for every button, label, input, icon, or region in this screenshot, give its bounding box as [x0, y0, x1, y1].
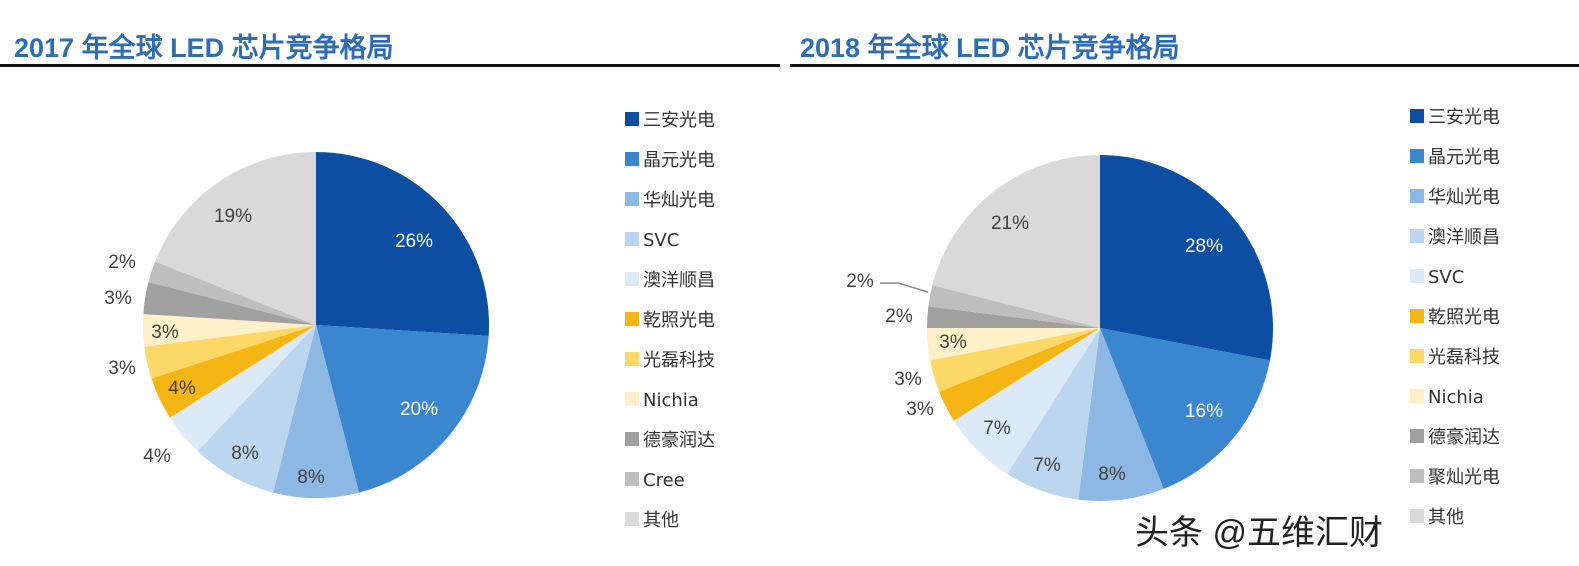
legend-label: 其他 [643, 510, 679, 531]
legend-label: 晶元光电 [1428, 147, 1500, 168]
legend-label: Cree [643, 470, 685, 491]
pie-slice-1-10 [932, 155, 1100, 328]
legend-label: SVC [1428, 267, 1464, 288]
data-label: 21% [991, 213, 1029, 234]
legend-label: 澳洋顺昌 [643, 270, 715, 291]
legend-label: Nichia [643, 390, 699, 411]
legend-label: 德豪润达 [1428, 427, 1500, 448]
legend-label: 晶元光电 [643, 150, 715, 171]
data-label: 4% [168, 378, 196, 399]
data-label: 4% [143, 446, 171, 467]
pie-slice-0-1 [316, 325, 489, 493]
data-label: 16% [1185, 401, 1223, 422]
pie-slice-1-9 [928, 284, 1100, 328]
legend-label: 其他 [1428, 507, 1464, 528]
data-label: 3% [104, 288, 132, 309]
legend-label: 乾照光电 [1428, 307, 1500, 328]
data-label: 2% [108, 252, 136, 273]
chart-title-2018: 2018 年全球 LED 芯片竞争格局 [800, 33, 1180, 63]
legend-swatch [1410, 269, 1424, 283]
legend-swatch [625, 152, 639, 166]
legend-label: 光磊科技 [643, 350, 715, 371]
data-label: 3% [894, 369, 922, 390]
pie-slice-1-8 [927, 306, 1100, 328]
pie-slice-1-5 [939, 328, 1100, 421]
legend-swatch [1410, 309, 1424, 323]
chart-title-2017: 2017 年全球 LED 芯片竞争格局 [14, 33, 394, 63]
legend-label: 澳洋顺昌 [1428, 227, 1500, 248]
pie-slice-1-6 [930, 328, 1100, 392]
data-label: 28% [1185, 236, 1223, 257]
legend-swatch [1410, 509, 1424, 523]
watermark: 头条 @五维汇财 [1135, 514, 1383, 552]
legend-swatch [625, 232, 639, 246]
legend-label: Nichia [1428, 387, 1484, 408]
data-label: 8% [297, 467, 325, 488]
legend-swatch [1410, 469, 1424, 483]
data-label: 3% [151, 322, 179, 343]
pie-slice-0-3 [197, 325, 316, 493]
legend-swatch [1410, 349, 1424, 363]
pie-slice-0-4 [169, 325, 316, 452]
legend-label: 乾照光电 [643, 310, 715, 331]
legend-swatch [625, 112, 639, 126]
title-rule-2018 [790, 64, 1579, 67]
data-label: 7% [983, 418, 1011, 439]
pie-slice-0-6 [144, 325, 316, 379]
legend-label: SVC [643, 230, 679, 251]
legend-swatch [1410, 229, 1424, 243]
legend-label: 三安光电 [1428, 107, 1500, 128]
legend-swatch [1410, 389, 1424, 403]
pie-slice-1-1 [1100, 328, 1270, 489]
pie-slice-1-2 [1078, 328, 1164, 501]
data-label: 2% [846, 271, 874, 292]
data-label: 8% [231, 443, 259, 464]
data-label: 19% [214, 206, 252, 227]
data-label: 26% [395, 231, 433, 252]
leader-line [880, 282, 929, 293]
legend-swatch [625, 192, 639, 206]
legend-label: 聚灿光电 [1428, 467, 1500, 488]
legend-swatch [625, 312, 639, 326]
data-label: 7% [1033, 455, 1061, 476]
legend-swatch [625, 352, 639, 366]
pie-slice-1-3 [1007, 328, 1100, 500]
pie-slice-1-4 [953, 328, 1100, 475]
pie-slice-0-7 [143, 314, 316, 347]
pie-slice-0-8 [143, 281, 316, 325]
pie-slice-0-5 [151, 325, 316, 418]
legend-swatch [625, 432, 639, 446]
data-label: 2% [885, 306, 913, 327]
pie-slice-0-9 [148, 261, 316, 325]
pie-slice-0-0 [316, 152, 490, 336]
data-label: 3% [906, 399, 934, 420]
data-label: 8% [1098, 464, 1126, 485]
pie-slice-1-7 [927, 328, 1100, 361]
pie-slice-0-10 [155, 152, 316, 325]
legend-label: 三安光电 [643, 110, 715, 131]
legend-swatch [625, 472, 639, 486]
data-label: 3% [939, 332, 967, 353]
legend-swatch [1410, 429, 1424, 443]
legend-swatch [1410, 189, 1424, 203]
legend-label: 德豪润达 [643, 430, 715, 451]
legend-swatch [1410, 109, 1424, 123]
legend-swatch [625, 512, 639, 526]
legend-label: 华灿光电 [643, 190, 715, 211]
legend-label: 光磊科技 [1428, 347, 1500, 368]
legend-swatch [625, 392, 639, 406]
pie-slice-0-2 [272, 325, 360, 499]
legend-swatch [1410, 149, 1424, 163]
pie-slice-1-0 [1100, 155, 1273, 361]
legend-swatch [625, 272, 639, 286]
data-label: 20% [400, 399, 438, 420]
legend-label: 华灿光电 [1428, 187, 1500, 208]
data-label: 3% [108, 358, 136, 379]
title-rule-2017 [0, 64, 780, 67]
